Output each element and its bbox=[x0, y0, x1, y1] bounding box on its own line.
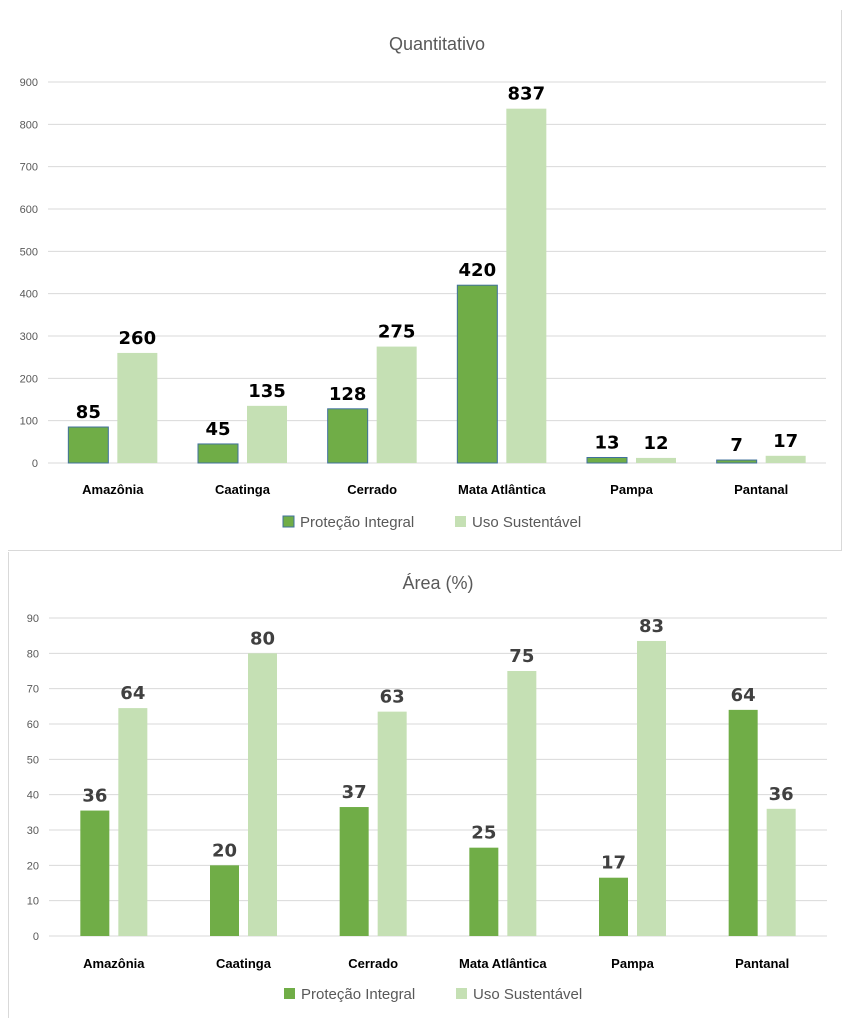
data-label: 12 bbox=[643, 433, 668, 454]
data-label: 36 bbox=[82, 786, 107, 807]
bar-protecao-integral bbox=[197, 443, 239, 464]
y-tick-label: 0 bbox=[32, 458, 38, 470]
y-tick-label: 400 bbox=[20, 289, 38, 301]
legend-swatch bbox=[456, 988, 467, 999]
y-tick-label: 40 bbox=[27, 790, 39, 802]
data-label: 36 bbox=[769, 784, 794, 805]
y-tick-label: 500 bbox=[20, 246, 38, 258]
category-label: Pampa bbox=[610, 482, 653, 497]
legend-label: Proteção Integral bbox=[301, 986, 415, 1003]
bar-uso-sustentavel bbox=[118, 708, 148, 936]
legend-label: Proteção Integral bbox=[300, 514, 414, 531]
data-label: 17 bbox=[601, 853, 626, 874]
data-label: 37 bbox=[342, 782, 367, 803]
chart-title: Quantitativo bbox=[389, 34, 485, 54]
bar-protecao-integral bbox=[716, 459, 758, 464]
data-label: 64 bbox=[120, 683, 145, 704]
bar-uso-sustentavel bbox=[506, 108, 547, 464]
bar-protecao-integral bbox=[80, 810, 110, 936]
bar-uso-sustentavel bbox=[377, 711, 407, 936]
category-label: Mata Atlântica bbox=[459, 956, 547, 971]
bar-protecao-integral bbox=[728, 709, 758, 936]
category-label: Caatinga bbox=[215, 482, 271, 497]
chart-quantitativo-svg: Quantitativo 0 100 200 300 400 500 600 700 800 900… bbox=[20, 34, 826, 531]
chart-quantitativo: Quantitativo 0 100 200 300 400 500 600 700 800 900… bbox=[8, 10, 842, 551]
data-label: 85 bbox=[76, 402, 101, 423]
bar-protecao-integral bbox=[469, 847, 499, 936]
data-label: 25 bbox=[471, 823, 496, 844]
bar-protecao-integral bbox=[599, 877, 628, 936]
y-tick-label: 100 bbox=[20, 416, 38, 428]
legend-swatch bbox=[282, 515, 295, 528]
y-tick-label: 80 bbox=[27, 648, 39, 660]
data-label: 7 bbox=[730, 435, 743, 456]
y-tick-label: 10 bbox=[27, 896, 39, 908]
y-tick-label: 300 bbox=[20, 331, 38, 343]
legend-swatch bbox=[455, 516, 466, 527]
y-tick-label: 700 bbox=[20, 162, 38, 174]
chart-area: Área (%) 0 10 20 30 40 50 60 70 80 90 36 64 Amazônia 2… bbox=[8, 552, 842, 1018]
legend-label: Uso Sustentável bbox=[472, 514, 581, 531]
data-label: 837 bbox=[508, 84, 546, 105]
category-label: Amazônia bbox=[83, 956, 145, 971]
y-tick-label: 30 bbox=[27, 825, 39, 837]
y-tick-label: 600 bbox=[20, 204, 38, 216]
y-tick-label: 90 bbox=[27, 613, 39, 625]
bar-protecao-integral bbox=[456, 284, 498, 464]
data-label: 45 bbox=[205, 419, 230, 440]
y-tick-label: 50 bbox=[27, 754, 39, 766]
category-label: Pantanal bbox=[734, 482, 788, 497]
bar-uso-sustentavel bbox=[636, 457, 676, 463]
data-label: 260 bbox=[119, 328, 157, 349]
data-label: 64 bbox=[731, 685, 756, 706]
bar-protecao-integral bbox=[327, 408, 369, 464]
y-tick-label: 900 bbox=[20, 77, 38, 89]
category-label: Mata Atlântica bbox=[458, 482, 546, 497]
chart-title: Área (%) bbox=[402, 573, 473, 593]
bar-uso-sustentavel bbox=[117, 352, 158, 463]
bar-uso-sustentavel bbox=[766, 808, 796, 936]
legend-label: Uso Sustentável bbox=[473, 986, 582, 1003]
y-tick-label: 800 bbox=[20, 119, 38, 131]
legend-swatch bbox=[284, 988, 295, 999]
bar-uso-sustentavel bbox=[637, 640, 666, 936]
data-label: 420 bbox=[459, 260, 497, 281]
y-tick-label: 200 bbox=[20, 373, 38, 385]
y-tick-label: 70 bbox=[27, 684, 39, 696]
y-tick-label: 0 bbox=[33, 931, 39, 943]
bar-uso-sustentavel bbox=[765, 455, 806, 463]
data-label: 63 bbox=[380, 687, 405, 708]
chart-area-svg: Área (%) 0 10 20 30 40 50 60 70 80 90 36 64 Amazônia 2… bbox=[27, 573, 827, 1003]
category-label: Amazônia bbox=[82, 482, 144, 497]
data-label: 13 bbox=[594, 432, 619, 453]
bar-uso-sustentavel bbox=[376, 346, 417, 463]
data-label: 83 bbox=[639, 616, 664, 637]
category-label: Cerrado bbox=[347, 482, 397, 497]
data-label: 20 bbox=[212, 840, 237, 861]
category-label: Pampa bbox=[611, 956, 654, 971]
data-label: 135 bbox=[248, 381, 286, 402]
category-label: Cerrado bbox=[348, 956, 398, 971]
bar-protecao-integral bbox=[210, 865, 239, 936]
data-label: 75 bbox=[509, 646, 534, 667]
y-tick-label: 20 bbox=[27, 860, 39, 872]
bar-protecao-integral bbox=[67, 426, 109, 464]
y-tick-label: 60 bbox=[27, 719, 39, 731]
data-label: 128 bbox=[329, 384, 367, 405]
bar-uso-sustentavel bbox=[507, 671, 537, 936]
category-label: Caatinga bbox=[216, 956, 272, 971]
bar-protecao-integral bbox=[339, 807, 369, 936]
category-label: Pantanal bbox=[735, 956, 789, 971]
data-label: 17 bbox=[773, 431, 798, 452]
data-label: 80 bbox=[250, 628, 275, 649]
bar-uso-sustentavel bbox=[247, 405, 287, 463]
bar-protecao-integral bbox=[586, 456, 628, 464]
data-label: 275 bbox=[378, 322, 416, 343]
bar-uso-sustentavel bbox=[248, 653, 277, 936]
